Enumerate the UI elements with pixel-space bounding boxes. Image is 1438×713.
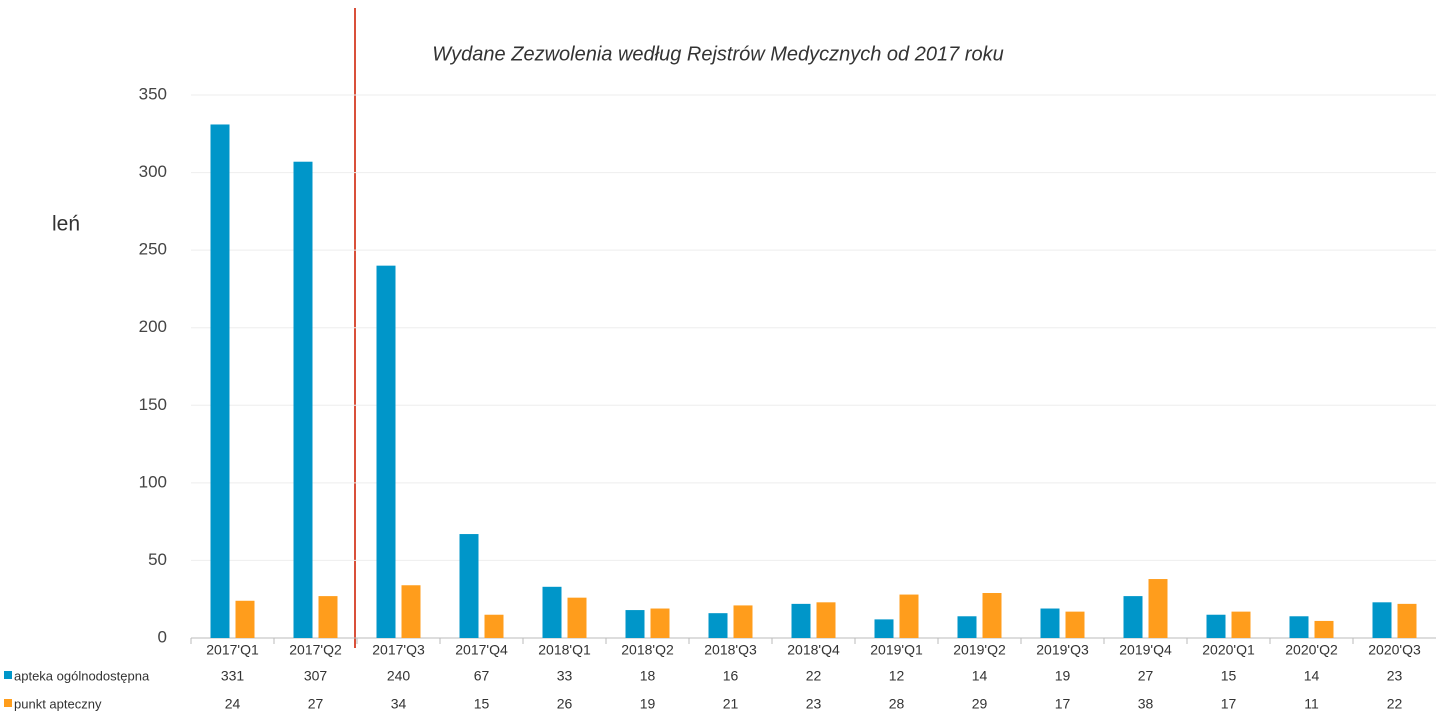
y-axis-label: leń	[52, 213, 80, 236]
bar	[650, 608, 670, 638]
bar	[1231, 611, 1251, 638]
table-value: 19	[640, 696, 656, 712]
bar	[210, 124, 230, 638]
bar	[1397, 603, 1417, 638]
table-value: 15	[474, 696, 490, 712]
bar	[708, 613, 728, 638]
table-value: 15	[1221, 668, 1237, 684]
y-tick-label: 350	[139, 84, 167, 103]
y-tick-label: 150	[139, 395, 167, 414]
bar	[1372, 602, 1392, 638]
table-value: 16	[723, 668, 739, 684]
bar	[1123, 596, 1143, 638]
bar	[957, 616, 977, 638]
table-value: 38	[1138, 696, 1154, 712]
bar	[542, 586, 562, 638]
bar	[1206, 614, 1226, 638]
table-value: 67	[474, 668, 490, 684]
table-value: 331	[221, 668, 245, 684]
table-value: 17	[1221, 696, 1237, 712]
x-tick-label: 2017'Q4	[455, 642, 508, 658]
legend-label: punkt apteczny	[14, 696, 102, 711]
x-tick-label: 2019'Q4	[1119, 642, 1172, 658]
bar	[459, 534, 479, 638]
legend-swatch	[4, 699, 12, 707]
bar	[1065, 611, 1085, 638]
bar	[791, 603, 811, 638]
x-tick-label: 2018'Q2	[621, 642, 674, 658]
bar	[484, 614, 504, 638]
bar	[1148, 579, 1168, 638]
table-value: 34	[391, 696, 407, 712]
x-tick-label: 2018'Q1	[538, 642, 591, 658]
table-value: 28	[889, 696, 905, 712]
table-value: 23	[1387, 668, 1403, 684]
table-value: 11	[1304, 696, 1319, 712]
bar	[733, 605, 753, 638]
table-value: 17	[1055, 696, 1071, 712]
bar	[982, 593, 1002, 638]
table-value: 24	[225, 696, 241, 712]
bar	[401, 585, 421, 638]
table-value: 33	[557, 668, 573, 684]
bar	[874, 619, 894, 638]
bar	[899, 594, 919, 638]
bar	[235, 600, 255, 638]
y-tick-label: 50	[148, 550, 167, 569]
bar	[376, 265, 396, 638]
table-value: 14	[972, 668, 988, 684]
x-tick-label: 2018'Q4	[787, 642, 840, 658]
x-tick-label: 2017'Q1	[206, 642, 259, 658]
table-value: 23	[806, 696, 822, 712]
y-tick-label: 300	[139, 162, 167, 181]
x-tick-label: 2017'Q2	[289, 642, 342, 658]
bar	[1314, 620, 1334, 638]
bar	[567, 597, 587, 638]
bar	[1040, 608, 1060, 638]
table-value: 22	[1387, 696, 1403, 712]
table-value: 19	[1055, 668, 1071, 684]
bar	[1289, 616, 1309, 638]
bar	[625, 610, 645, 638]
x-tick-label: 2019'Q3	[1036, 642, 1089, 658]
y-tick-label: 100	[139, 472, 167, 491]
chart-title: Wydane Zezwolenia według Rejstrów Medycz…	[432, 43, 1003, 65]
table-value: 27	[1138, 668, 1154, 684]
x-tick-label: 2018'Q3	[704, 642, 757, 658]
y-tick-label: 200	[139, 317, 167, 336]
table-value: 240	[387, 668, 411, 684]
bar	[318, 596, 338, 638]
table-value: 22	[806, 668, 822, 684]
table-value: 29	[972, 696, 988, 712]
bar	[293, 161, 313, 638]
legend-label: apteka ogólnodostępna	[14, 668, 150, 683]
legend-swatch	[4, 671, 12, 679]
bar	[816, 602, 836, 638]
x-tick-label: 2019'Q1	[870, 642, 923, 658]
table-value: 18	[640, 668, 656, 684]
x-tick-label: 2020'Q2	[1285, 642, 1338, 658]
table-value: 27	[308, 696, 324, 712]
table-value: 26	[557, 696, 573, 712]
x-tick-label: 2017'Q3	[372, 642, 425, 658]
x-tick-label: 2020'Q3	[1368, 642, 1421, 658]
y-tick-label: 0	[158, 627, 167, 646]
table-value: 307	[304, 668, 328, 684]
y-tick-label: 250	[139, 240, 167, 259]
x-tick-label: 2020'Q1	[1202, 642, 1255, 658]
x-tick-label: 2019'Q2	[953, 642, 1006, 658]
table-value: 12	[889, 668, 905, 684]
table-value: 21	[723, 696, 739, 712]
table-value: 14	[1304, 668, 1320, 684]
